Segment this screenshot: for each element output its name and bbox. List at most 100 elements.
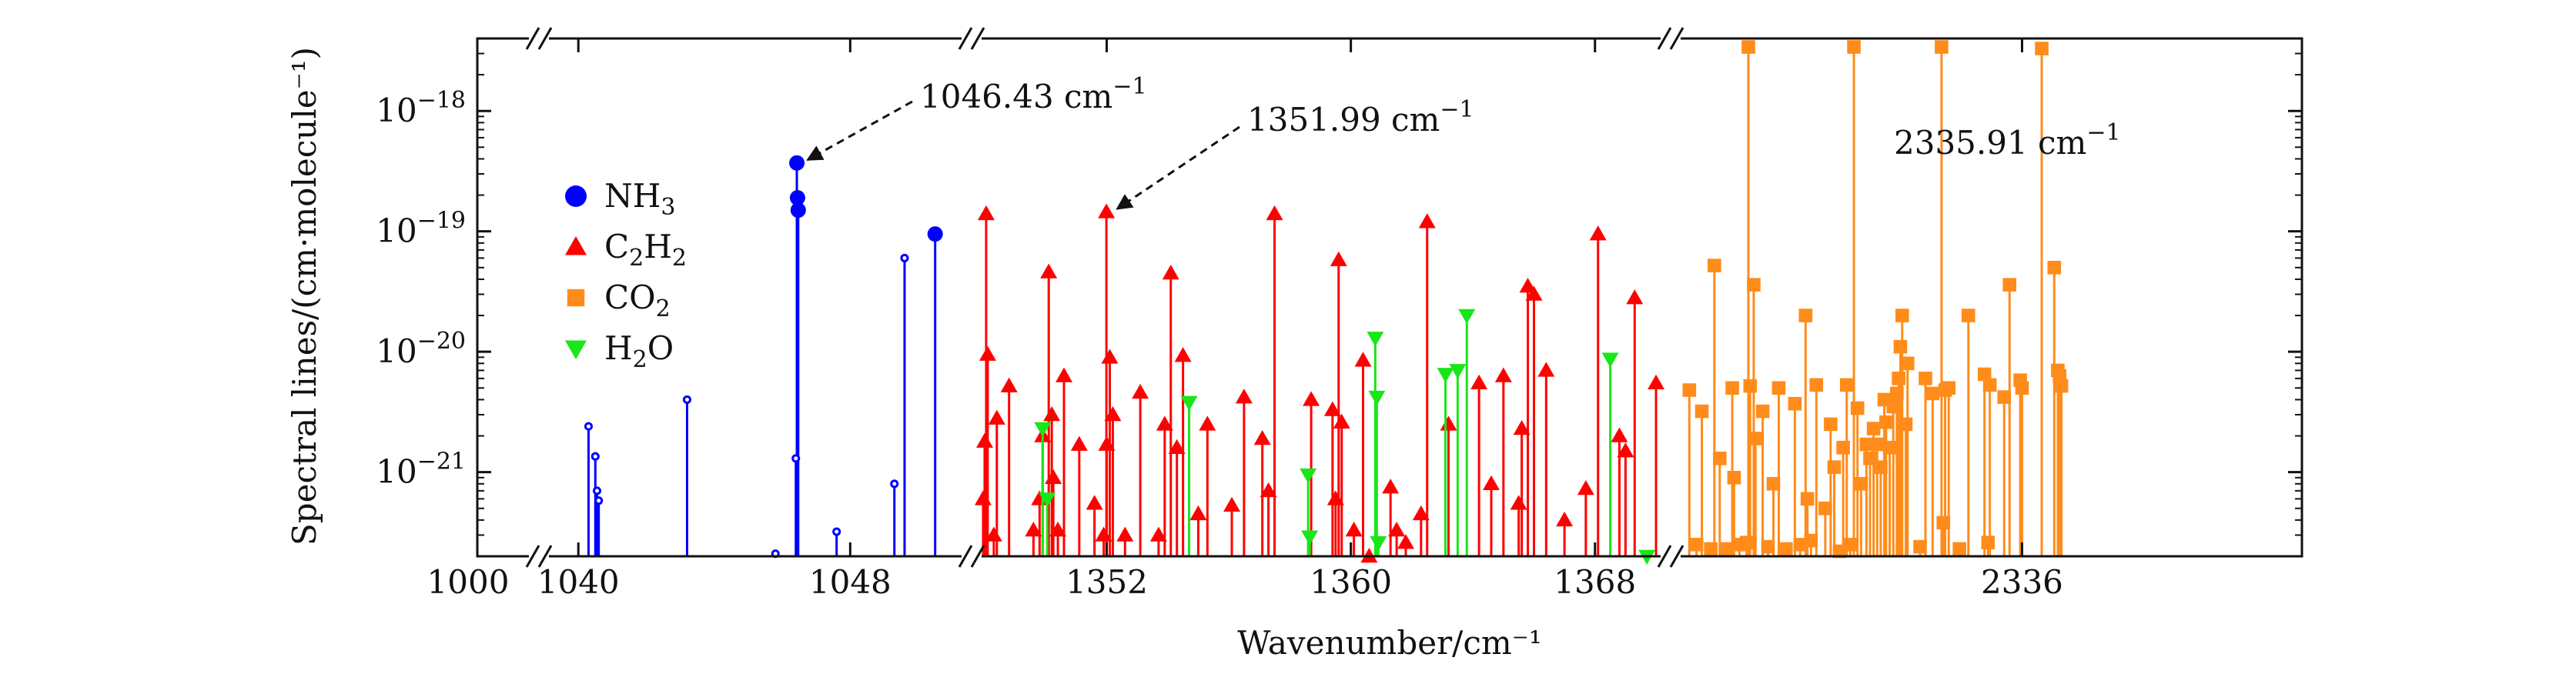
- plot-area: [584, 40, 2069, 565]
- axis-break-mark: [1657, 27, 1672, 50]
- axis-break-mark: [958, 27, 973, 50]
- data-point: [1168, 439, 1186, 454]
- legend-marker: [567, 289, 585, 307]
- data-point: [1761, 539, 1775, 554]
- data-point: [1708, 259, 1721, 272]
- data-point: [985, 526, 1002, 542]
- x-tick-label: 1048: [809, 563, 892, 601]
- data-point: [1333, 413, 1350, 429]
- data-point: [2015, 381, 2029, 395]
- data-point: [1300, 468, 1317, 484]
- data-point: [1199, 415, 1216, 431]
- x-axis-title: Wavenumber/cm⁻¹: [1237, 624, 1541, 662]
- data-point: [1034, 422, 1052, 438]
- data-point: [1694, 404, 1709, 419]
- data-point: [1617, 442, 1634, 458]
- data-point: [1000, 377, 1018, 392]
- axes-frame: [476, 27, 2303, 568]
- data-point: [975, 432, 993, 448]
- data-point: [584, 422, 594, 431]
- series-circle: [584, 155, 943, 559]
- data-point: [1323, 401, 1341, 416]
- data-point: [1556, 511, 1574, 527]
- data-point: [1494, 367, 1512, 382]
- legend-label: CO2: [604, 279, 671, 322]
- data-point: [1793, 538, 1808, 552]
- legend-label: NH3: [604, 177, 675, 221]
- data-point: [1720, 542, 1734, 556]
- data-point: [2035, 42, 2049, 55]
- annotation-label: 1046.43 cm−1: [920, 73, 1147, 115]
- data-point: [682, 395, 692, 404]
- data-point: [1266, 205, 1283, 221]
- axis-break-mark: [970, 27, 985, 50]
- y-axis-title: Spectral lines/(cm·molecule⁻¹): [286, 47, 323, 546]
- x-tick-label: 1040: [537, 563, 620, 601]
- data-point: [832, 527, 841, 536]
- data-point: [1180, 395, 1198, 411]
- data-point: [1458, 309, 1476, 325]
- data-point: [1766, 476, 1781, 491]
- data-point: [592, 486, 602, 495]
- data-point: [1303, 391, 1320, 406]
- data-point: [1788, 396, 1802, 411]
- data-point: [1859, 437, 1874, 452]
- data-point: [1354, 352, 1372, 367]
- data-point: [790, 202, 806, 219]
- data-point: [1626, 289, 1644, 305]
- data-point: [1482, 475, 1500, 491]
- data-point: [1704, 542, 1718, 556]
- data-point: [1049, 521, 1067, 537]
- data-point: [1043, 405, 1061, 422]
- legend-marker: [565, 185, 587, 207]
- data-point: [1866, 422, 1881, 435]
- data-point: [1086, 495, 1103, 510]
- data-point: [1850, 401, 1865, 415]
- data-point: [1537, 362, 1555, 377]
- data-point: [1843, 538, 1858, 552]
- annotation-label: 2335.91 cm−1: [1894, 119, 2121, 162]
- data-point: [590, 452, 600, 461]
- data-point: [1301, 530, 1319, 546]
- data-point: [1648, 374, 1665, 390]
- data-point: [789, 155, 805, 171]
- data-point: [1437, 368, 1454, 383]
- data-point: [1260, 482, 1277, 498]
- axis-break-mark: [958, 545, 973, 568]
- data-point: [1925, 386, 1940, 401]
- data-point: [1854, 476, 1868, 491]
- data-point: [1611, 427, 1628, 442]
- data-point: [1510, 495, 1527, 510]
- data-point: [1174, 347, 1192, 362]
- data-point: [1412, 505, 1430, 521]
- legend-marker: [565, 236, 587, 255]
- data-point: [1162, 264, 1179, 280]
- data-point: [1798, 309, 1813, 322]
- data-point: [1368, 390, 1386, 406]
- data-point: [1893, 339, 1908, 354]
- data-point: [1589, 225, 1607, 241]
- data-point: [1800, 492, 1815, 506]
- data-point: [791, 454, 801, 463]
- data-point: [1045, 469, 1062, 485]
- data-point: [1095, 526, 1112, 542]
- data-point: [1818, 501, 1832, 516]
- data-point: [1519, 278, 1537, 293]
- annotations: 1046.43 cm−1 1351.99 cm−1 2335.91 cm−1: [806, 73, 2121, 210]
- data-point: [1055, 367, 1073, 382]
- data-point: [1235, 389, 1253, 404]
- data-point: [1900, 356, 1915, 371]
- axis-ticks: 10−21 10−20 10−19 10−18 1040 1048 1000 1352 1360…: [376, 38, 2302, 601]
- x-tick-label: 1360: [1310, 563, 1392, 601]
- data-point: [1440, 415, 1457, 431]
- data-point: [1330, 251, 1347, 266]
- data-point: [1827, 460, 1842, 474]
- data-point: [1981, 536, 1996, 549]
- data-point: [890, 479, 899, 489]
- data-point: [789, 190, 805, 206]
- data-point: [1039, 492, 1056, 508]
- data-point: [1116, 526, 1134, 542]
- data-point: [1892, 372, 1905, 385]
- data-point: [1326, 490, 1344, 506]
- data-point: [1098, 203, 1116, 219]
